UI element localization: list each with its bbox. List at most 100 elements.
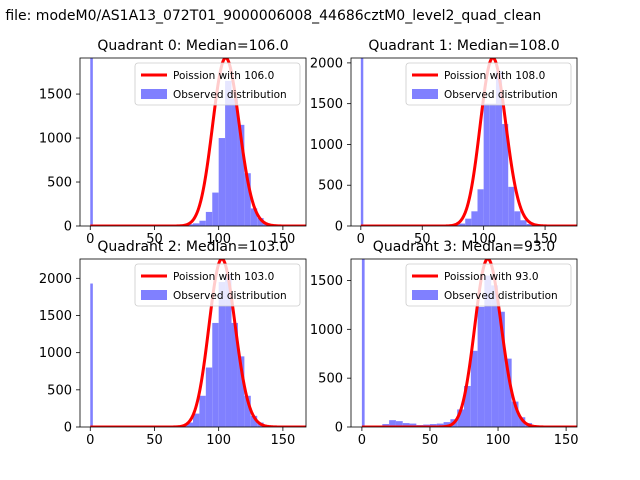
- quadrant-1-bar-5: [477, 189, 484, 226]
- quadrant-2-bar-3: [193, 413, 200, 427]
- quadrant-1-legend-label-0: Poission with 108.0: [444, 70, 545, 82]
- quadrant-3-bar-14: [477, 306, 485, 427]
- quadrant-0-ytick-label-2: 1000: [39, 132, 72, 147]
- quadrant-2-frame: [79, 258, 307, 428]
- quadrant-1-xtick-label-1: 50: [414, 232, 431, 247]
- quadrant-1-ytick-label-1: 500: [318, 179, 343, 194]
- quadrant-1-ytick-label-4: 2000: [310, 56, 343, 71]
- quadrant-0-bar-7: [225, 80, 232, 226]
- quadrant-2-xtick-label-1: 50: [146, 433, 163, 448]
- quadrant-0-bar-1: [186, 224, 193, 226]
- quadrant-0-xtick-label-1: 50: [146, 232, 163, 247]
- quadrant-3-ytick-label-1: 500: [318, 372, 343, 387]
- quadrant-1-ytick-label-2: 1000: [310, 138, 343, 153]
- quadrant-3-bar-16: [491, 285, 499, 427]
- quadrant-0-bar-9: [237, 124, 245, 226]
- quadrant-1-xtick-label-3: 150: [533, 232, 558, 247]
- quadrant-0-bar-6: [218, 138, 226, 226]
- quadrant-1-bar-13: [526, 223, 533, 226]
- quadrant-1-bar-9: [502, 124, 509, 226]
- quadrant-1-bar-4: [471, 211, 478, 226]
- quadrant-2-xtick-label-0: 0: [86, 433, 94, 448]
- quadrant-3-bar-1: [389, 420, 396, 427]
- quadrant-3-xtick-label-3: 150: [554, 433, 579, 448]
- quadrant-2-bar-11: [244, 395, 251, 427]
- quadrant-3-ytick-label-3: 1500: [310, 274, 343, 289]
- quadrant-3-bar-20: [518, 417, 526, 427]
- quadrant-0-bar-11: [250, 208, 258, 226]
- quadrant-2-ytick-label-0: 0: [64, 421, 72, 436]
- quadrant-1-bar-8: [495, 71, 503, 226]
- quadrant-0-legend-label-1: Observed distribution: [173, 89, 287, 101]
- quadrant-2-bar-7: [218, 282, 226, 427]
- quadrant-2-bar-4: [199, 395, 206, 427]
- quadrant-0-bar-4: [205, 211, 213, 226]
- quadrant-2-title: Quadrant 2: Median=103.0: [97, 239, 288, 255]
- quadrant-3-bar-4: [409, 423, 417, 427]
- quadrant-1-xtick-label-0: 0: [357, 232, 365, 247]
- quadrant-1-legend: Poission with 108.0 Observed distribution: [405, 62, 572, 106]
- figure-suptitle: n file: modeM0/AS1A13_072T01_9000006008_…: [0, 8, 541, 24]
- quadrant-3-xtick-label-2: 100: [486, 433, 511, 448]
- quadrant-2-bar-8: [225, 274, 232, 427]
- quadrant-3-bar-13: [470, 350, 478, 427]
- quadrant-3-xtick-label-0: 0: [358, 433, 366, 448]
- quadrant-3-legend-patch-swatch: [412, 290, 438, 300]
- quadrant-0-panel: Quadrant 0: Median=106.00 50 100 1500500100…: [39, 38, 307, 247]
- quadrant-0-ytick-label-1: 500: [47, 176, 72, 191]
- quadrant-3-title: Quadrant 3: Median=93.0: [373, 239, 555, 255]
- quadrant-0-frame: [79, 57, 307, 227]
- quadrant-0-bar-8: [231, 98, 238, 226]
- quadrant-0-legend-patch-swatch: [141, 89, 167, 99]
- quadrant-1-bar-11: [514, 211, 521, 226]
- quadrant-3-legend-label-0: Poission with 93.0: [444, 271, 539, 283]
- quadrant-2-ytick-label-4: 2000: [39, 272, 72, 287]
- quadrant-2-legend-box: [134, 263, 301, 307]
- quadrant-1-bar-6: [483, 103, 490, 226]
- quadrant-3-bar-2: [395, 421, 403, 427]
- quadrant-3-bar-19: [511, 401, 519, 427]
- quadrant-3-legend: Poission with 93.0 Observed distribution: [405, 263, 572, 307]
- quadrant-2-panel: Quadrant 2: Median=103.00 50 100 1500500100…: [39, 239, 307, 448]
- quadrant-0-legend-label-0: Poission with 106.0: [173, 70, 274, 82]
- quadrant-0-zero-bar: [90, 58, 93, 226]
- quadrant-1-bar-10: [508, 186, 515, 226]
- quadrant-3-panel: Quadrant 3: Median=93.00 50 100 15005001000…: [310, 239, 579, 448]
- quadrant-2-legend-patch-swatch: [141, 290, 167, 300]
- quadrant-0-xtick-label-3: 150: [270, 232, 295, 247]
- quadrant-0-poisson-curve: [90, 58, 306, 226]
- quadrant-2-bar-9: [231, 322, 238, 427]
- quadrant-2-legend-label-1: Observed distribution: [173, 290, 287, 302]
- quadrant-3-bar-15: [484, 275, 492, 427]
- quadrant-1-title: Quadrant 1: Median=108.0: [368, 38, 559, 54]
- quadrant-3-bar-3: [402, 423, 410, 427]
- quadrant-1-ytick-label-0: 0: [335, 220, 343, 235]
- quadrant-0-bar-3: [199, 220, 206, 226]
- quadrant-2-zero-bar: [90, 283, 93, 427]
- quadrant-2-bar-12: [250, 415, 258, 427]
- quadrant-0-plot-area: [90, 58, 306, 226]
- quadrant-1-xtick-label-2: 100: [471, 232, 496, 247]
- quadrant-2-ytick-label-1: 500: [47, 383, 72, 398]
- quadrant-0-bar-2: [193, 223, 200, 226]
- quadrant-2-legend: Poission with 103.0 Observed distribution: [134, 263, 301, 307]
- quadrant-3-legend-label-1: Observed distribution: [444, 290, 558, 302]
- quadrant-1-frame: [350, 57, 578, 227]
- quadrant-3-bar-12: [464, 385, 471, 427]
- quadrant-0-xtick-label-0: 0: [86, 232, 94, 247]
- quadrant-2-bar-6: [212, 322, 219, 427]
- quadrant-3-ytick-label-0: 0: [335, 421, 343, 436]
- quadrant-2-xtick-label-3: 150: [270, 433, 295, 448]
- quadrant-3-legend-box: [405, 263, 572, 307]
- quadrant-3-bar-11: [457, 409, 464, 427]
- quadrant-1-bar-2: [459, 223, 466, 226]
- quadrant-3-bar-8: [436, 423, 444, 427]
- quadrant-2-bar-10: [237, 356, 245, 427]
- quadrant-1-legend-label-1: Observed distribution: [444, 89, 558, 101]
- quadrant-2-ytick-label-3: 1500: [39, 309, 72, 324]
- quadrant-1-bar-7: [489, 103, 496, 226]
- quadrant-2-ytick-label-2: 1000: [39, 346, 72, 361]
- quadrant-1-ytick-label-3: 1500: [310, 97, 343, 112]
- quadrant-0-bar-5: [212, 192, 219, 226]
